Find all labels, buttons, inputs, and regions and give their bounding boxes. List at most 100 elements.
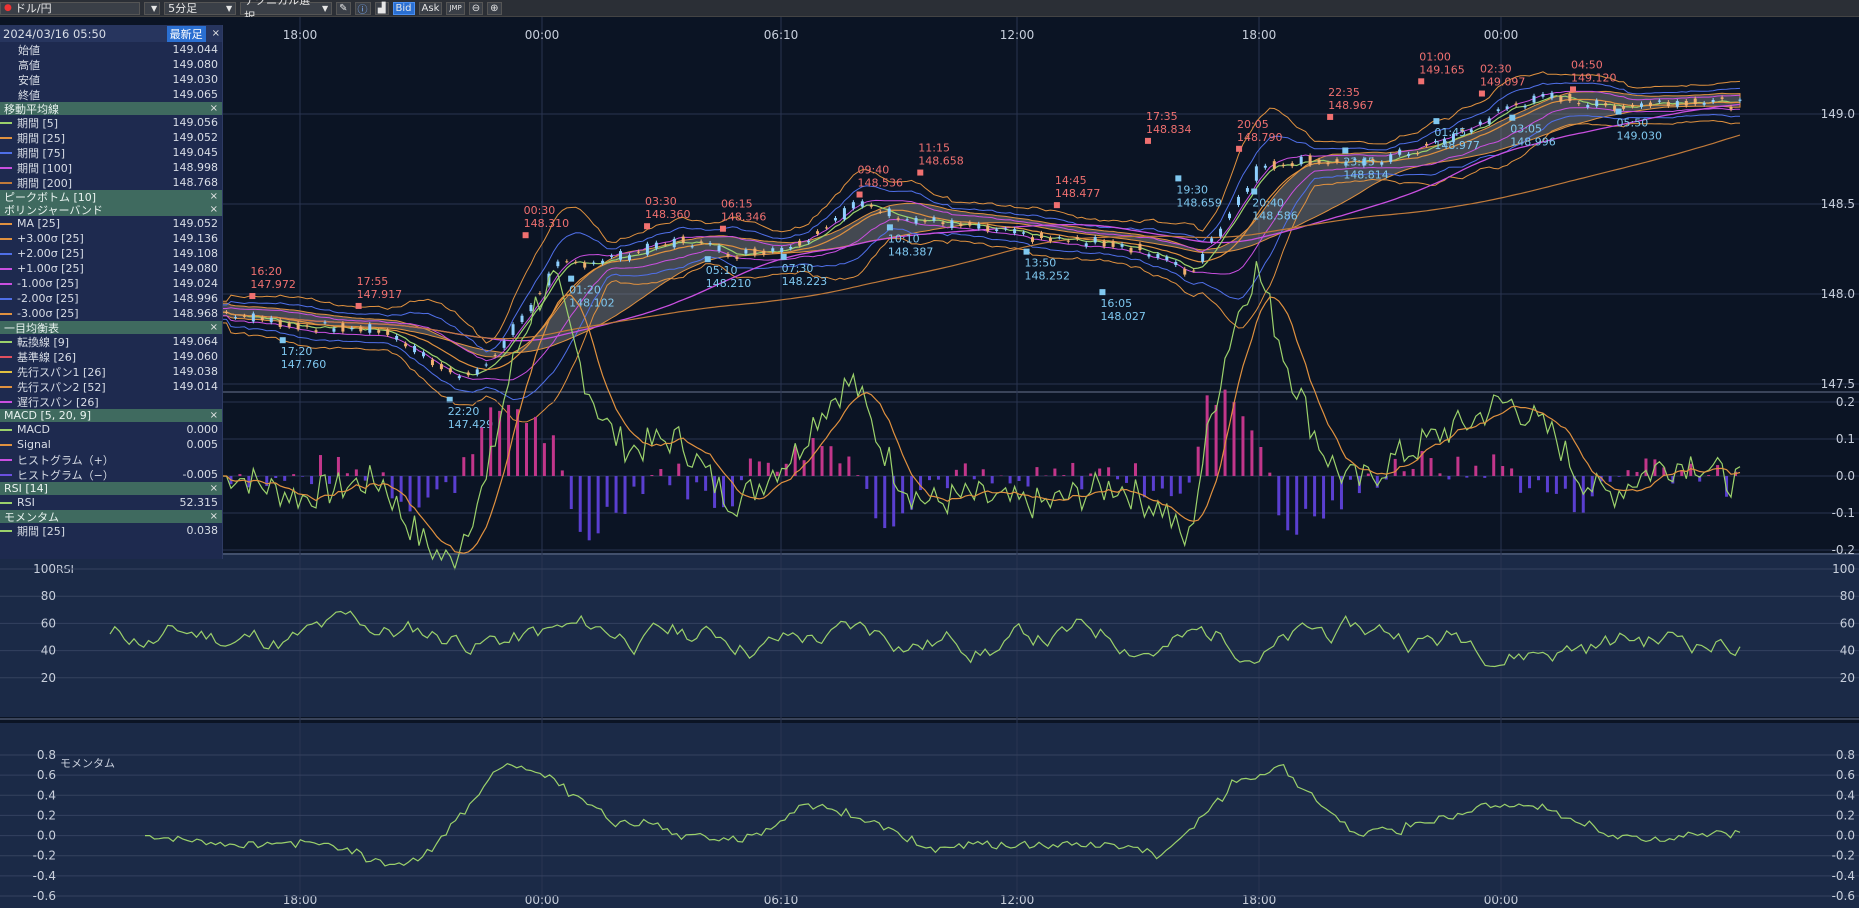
latest-bar-button[interactable]: 最新足 xyxy=(166,25,206,42)
candle-body xyxy=(1523,105,1527,108)
bb-label-group: +2.00σ [25] xyxy=(0,247,84,260)
peak-value-label: 147.917 xyxy=(357,288,403,301)
ma-label-group: 期間 [75] xyxy=(0,145,65,161)
macd-axis-label: 0.2 xyxy=(1836,395,1855,409)
bb-label: +3.00σ [25] xyxy=(17,232,84,245)
macd-histogram-bar xyxy=(650,474,654,476)
macd-histogram-bar xyxy=(489,407,493,476)
toolbar: ● ドル/円 ▼ 5分足 ▼ テクニカル選択 ▼ ✎ ⓘ ▟ Bid Ask J… xyxy=(0,0,1859,23)
close-icon[interactable]: × xyxy=(209,191,218,202)
momentum-axis-label-left: 0.8 xyxy=(37,748,56,762)
price-axis-label: 149.0 xyxy=(1821,107,1855,121)
ma-label-group: 期間 [200] xyxy=(0,175,72,191)
close-icon[interactable]: × xyxy=(209,511,218,522)
macd-histogram-bar xyxy=(542,443,546,476)
trough-time-label: 01:20 xyxy=(569,284,601,297)
technical-select[interactable]: テクニカル選択 ▼ xyxy=(240,0,333,23)
ichimoku-label: 基準線 [26] xyxy=(17,350,77,364)
bb-header-label: ボリンジャーバンド xyxy=(4,203,103,217)
line-swatch-icon xyxy=(0,181,12,184)
ichimoku-header[interactable]: 一目均衡表 × xyxy=(0,321,222,335)
bb-label: -2.00σ [25] xyxy=(17,292,79,305)
candle-body xyxy=(1478,121,1482,125)
bb-header[interactable]: ボリンジャーバンド × xyxy=(0,203,222,217)
macd-header[interactable]: MACD [5, 20, 9] × xyxy=(0,409,222,422)
candle-body xyxy=(914,217,918,224)
pencil-button[interactable]: ✎ xyxy=(336,1,351,15)
close-icon[interactable]: × xyxy=(209,204,218,215)
candle-body xyxy=(323,322,327,324)
ohlc-row: 高値 149.080 xyxy=(0,57,222,72)
macd-histogram-bar xyxy=(292,474,296,476)
info-button[interactable]: ⓘ xyxy=(354,1,371,16)
rsi-header[interactable]: RSI [14] × xyxy=(0,482,222,495)
macd-histogram-bar xyxy=(1133,463,1137,476)
candle-body xyxy=(1192,270,1196,272)
macd-histogram-bar xyxy=(1411,468,1415,476)
bid-button[interactable]: Bid xyxy=(392,1,415,15)
candle-body xyxy=(466,372,470,376)
candle-body xyxy=(1057,237,1061,239)
trough-value-label: 149.030 xyxy=(1617,130,1663,143)
macd-histogram-bar xyxy=(936,476,940,480)
peak-header[interactable]: ピークボトム [10] × xyxy=(0,190,222,204)
candle-body xyxy=(1138,243,1142,251)
macd-histogram-bar xyxy=(695,476,699,483)
close-icon[interactable]: × xyxy=(209,483,218,494)
symbol-dropdown-button[interactable]: ▼ xyxy=(144,1,161,15)
macd-histogram-bar xyxy=(1125,476,1129,483)
close-icon[interactable]: × xyxy=(209,322,218,333)
trough-marker xyxy=(1251,188,1258,195)
indicator-panel: 2024/03/16 05:50 最新足 × 始値 149.044 高値 149.08… xyxy=(0,25,223,559)
macd-histogram-bar xyxy=(605,476,609,507)
macd-histogram-bar xyxy=(1071,462,1075,476)
macd-histogram-bar xyxy=(659,469,663,476)
macd-histogram-bar xyxy=(1402,471,1406,476)
candle-body xyxy=(1022,232,1026,234)
macd-histogram-bar xyxy=(1304,476,1308,509)
candle-body xyxy=(1236,196,1240,206)
bb-value: 149.052 xyxy=(172,217,219,230)
candle-body xyxy=(583,262,587,268)
candle-body xyxy=(995,229,999,231)
ma-value: 149.052 xyxy=(172,131,219,144)
line-swatch-icon xyxy=(0,458,12,461)
ohlc-row: 安値 149.030 xyxy=(0,72,222,87)
macd-histogram-bar xyxy=(587,476,591,541)
pencil-icon: ✎ xyxy=(339,2,348,14)
macd-row: Signal 0.005 xyxy=(0,437,222,452)
momentum-header[interactable]: モメンタム × xyxy=(0,510,222,524)
macd-histogram-bar xyxy=(1286,476,1290,531)
momentum-axis-label-left: -0.4 xyxy=(33,869,56,883)
ask-button[interactable]: Ask xyxy=(418,1,443,15)
candle-body xyxy=(771,248,775,252)
chart-type-button[interactable]: ▟ xyxy=(374,1,389,15)
candle-body xyxy=(905,219,909,221)
macd-histogram-bar xyxy=(533,416,537,476)
close-icon[interactable]: × xyxy=(209,103,218,114)
candle-body xyxy=(1398,149,1402,155)
bb-label-group: -1.00σ [25] xyxy=(0,277,79,290)
candle-body xyxy=(305,325,309,327)
candle-body xyxy=(565,261,569,263)
macd-histogram-bar xyxy=(1062,475,1066,476)
candle-body xyxy=(278,319,282,327)
peak-time-label: 06:15 xyxy=(721,198,753,211)
ma-header[interactable]: 移動平均線 × xyxy=(0,102,222,116)
trough-time-label: 05:10 xyxy=(706,264,738,277)
macd-histogram-bar xyxy=(838,463,842,476)
macd-histogram-bar xyxy=(1223,389,1227,476)
macd-histogram-bar xyxy=(892,476,896,527)
bollinger-upper-line xyxy=(222,82,1741,353)
close-icon[interactable]: × xyxy=(209,410,218,421)
ichimoku-label: 先行スパン2 [52] xyxy=(17,380,106,394)
symbol-select[interactable]: ● ドル/円 xyxy=(0,1,140,15)
chart-area[interactable]: 18:00 18:00 00:00 00:00 06:10 06:10 12:00 12:00… xyxy=(0,17,1859,908)
zoom-out-button[interactable]: ⊖ xyxy=(468,1,484,15)
zoom-in-button[interactable]: ⊕ xyxy=(487,1,502,15)
chart-canvas[interactable]: 18:00 18:00 00:00 00:00 06:10 06:10 12:00 12:00… xyxy=(0,17,1859,908)
ma-value: 149.045 xyxy=(172,146,219,159)
interval-select[interactable]: 5分足 ▼ xyxy=(164,1,237,15)
jump-button[interactable]: JMP xyxy=(446,1,465,15)
close-icon[interactable]: × xyxy=(211,28,220,39)
